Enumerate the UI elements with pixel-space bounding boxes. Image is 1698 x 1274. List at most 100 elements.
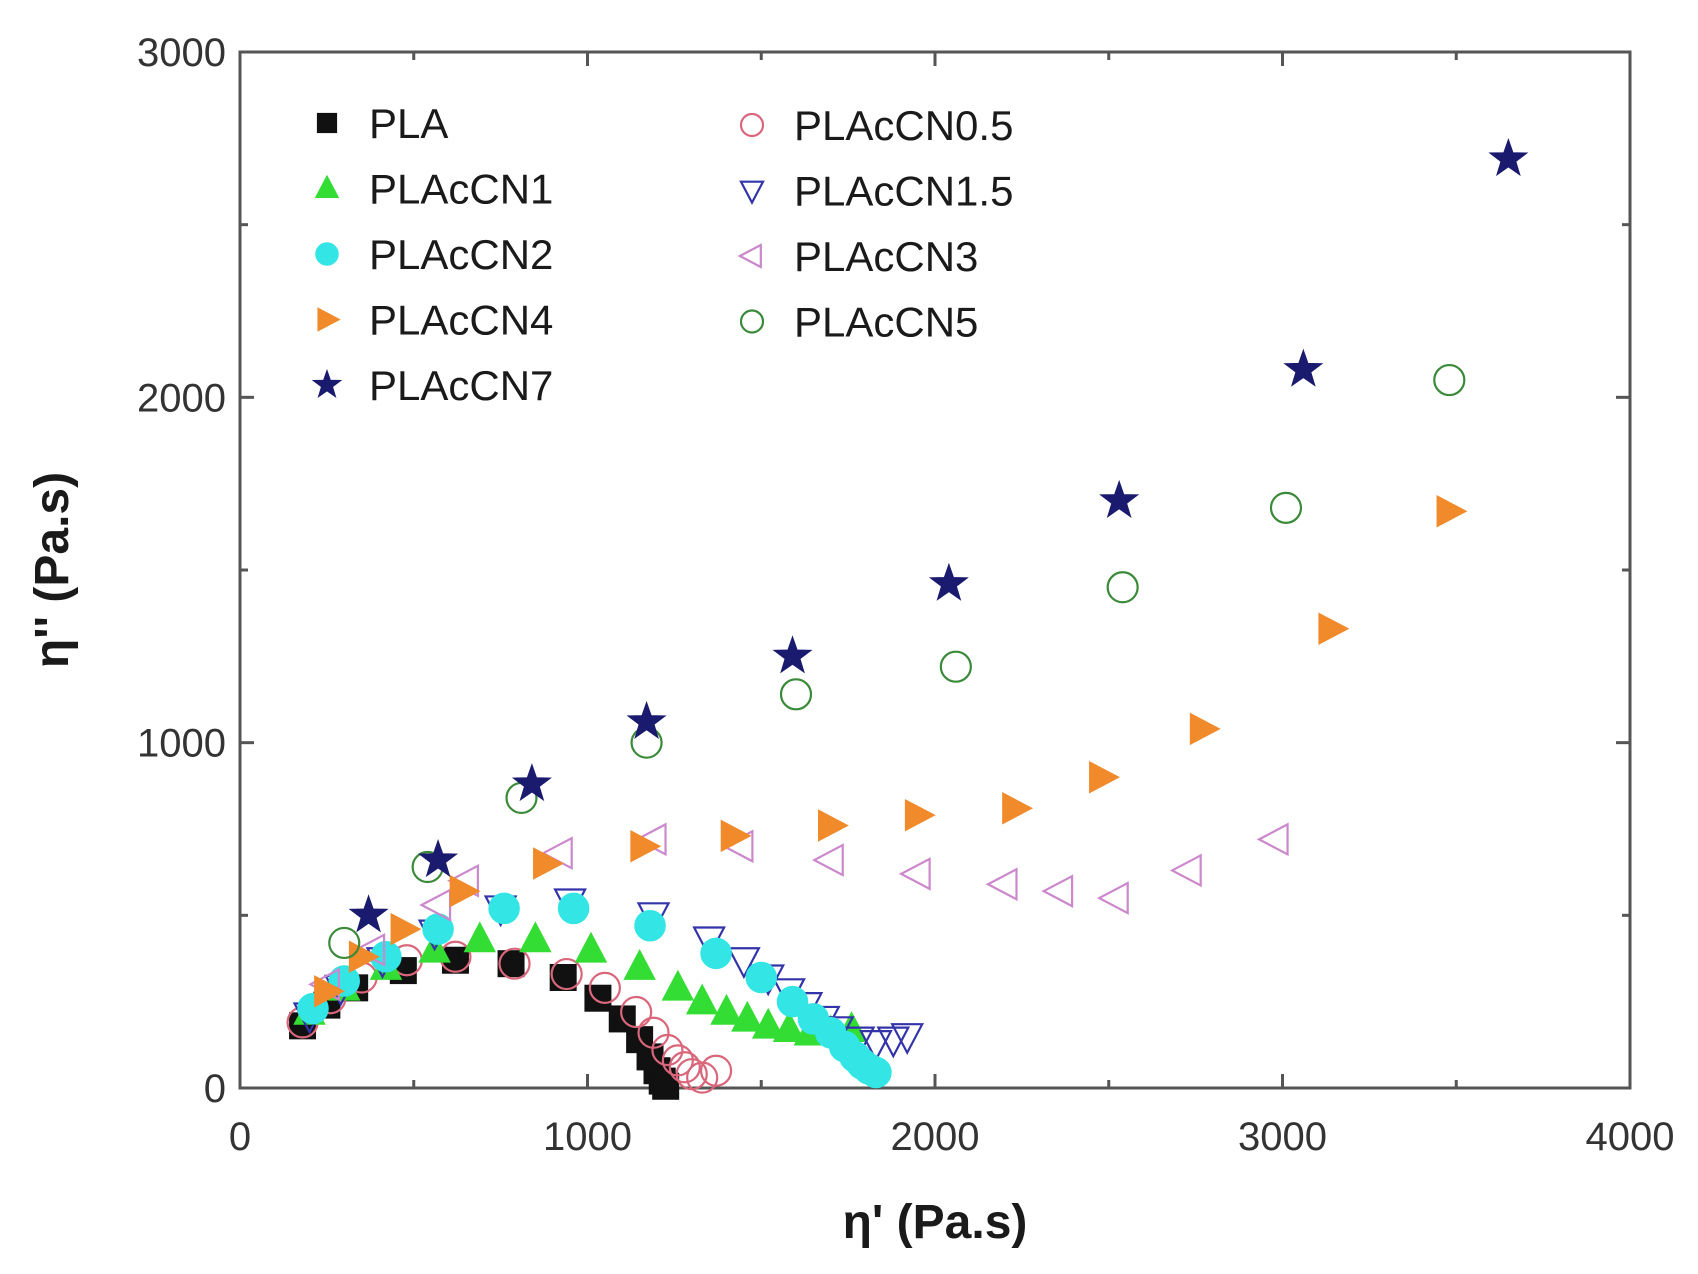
legend-marker	[317, 307, 341, 332]
legend-marker	[314, 174, 340, 199]
x-tick-label: 4000	[1586, 1115, 1675, 1159]
legend-item: PLAcCN2	[315, 231, 553, 278]
legend-label: PLAcCN4	[369, 297, 553, 344]
data-point	[1106, 571, 1139, 604]
legend: PLA PLAcCN1 PLAcCN2 PLAcCN4 PLAcCN7 PLAcCN0.5…	[311, 100, 1013, 409]
data-point	[661, 969, 695, 1001]
data-point	[860, 1056, 892, 1089]
legend-marker	[739, 180, 765, 205]
data-point	[699, 1054, 733, 1087]
data-point	[685, 983, 719, 1015]
legend-item: PLAcCN3	[737, 233, 978, 280]
data-point	[985, 867, 1018, 902]
data-point	[314, 975, 345, 1008]
data-point	[1096, 881, 1129, 915]
data-point	[939, 650, 972, 683]
series-placcn4	[314, 495, 1468, 1008]
data-point	[1436, 495, 1468, 528]
data-point	[651, 1033, 684, 1067]
data-point	[328, 926, 361, 960]
data-point	[1318, 612, 1350, 645]
legend-item: PLAcCN0.5	[739, 102, 1013, 149]
y-tick-label: 2000	[137, 376, 226, 420]
legend-label: PLAcCN3	[794, 233, 978, 280]
legend-label: PLAcCN1	[369, 166, 553, 213]
data-point	[668, 1051, 701, 1084]
y-tick-label: 0	[204, 1067, 226, 1111]
legend-item: PLAcCN1	[314, 166, 553, 213]
data-point	[928, 562, 969, 601]
data-point	[623, 949, 656, 980]
data-point	[533, 847, 564, 880]
data-point	[620, 995, 653, 1029]
legend-item: PLAcCN4	[317, 297, 553, 344]
x-axis-title: η' (Pa.s)	[843, 1196, 1028, 1249]
legend-label: PLAcCN7	[369, 362, 553, 409]
data-point	[1099, 479, 1140, 518]
data-point	[898, 857, 931, 891]
legend-marker	[316, 112, 338, 134]
axis-ticks	[238, 50, 1632, 1090]
data-point	[710, 993, 743, 1025]
data-point	[904, 798, 936, 832]
legend-marker	[739, 112, 765, 138]
data-point	[463, 921, 497, 953]
data-point	[1089, 760, 1120, 794]
legend-item: PLAcCN7	[311, 362, 553, 409]
data-point	[818, 809, 849, 842]
data-point	[348, 894, 389, 933]
legend-item: PLA	[316, 100, 448, 147]
data-point	[859, 1030, 893, 1062]
data-points	[286, 138, 1529, 1100]
data-point	[720, 819, 752, 853]
data-point	[779, 678, 813, 711]
data-point	[418, 839, 459, 878]
axis-tick-labels: 0 1000 2000 3000 4000 0 1000 2000 3000	[137, 31, 1674, 1159]
legend-marker	[311, 368, 343, 398]
y-axis-title: η'' (Pa.s)	[26, 472, 79, 668]
data-point	[549, 963, 577, 991]
data-point	[731, 1000, 764, 1032]
data-point	[745, 961, 777, 994]
data-point	[1189, 712, 1221, 746]
data-point	[772, 635, 813, 674]
legend-item: PLAcCN5	[739, 299, 978, 346]
legend-marker	[739, 309, 765, 334]
data-point	[588, 971, 621, 1004]
data-point	[519, 921, 552, 953]
series-placcn7	[348, 138, 1529, 933]
data-point	[751, 1007, 785, 1039]
data-point	[1169, 853, 1202, 888]
data-point	[772, 1011, 806, 1043]
data-point	[700, 937, 732, 970]
data-point	[1256, 822, 1289, 857]
data-point	[634, 909, 666, 942]
legend-marker	[315, 242, 339, 266]
x-tick-label: 3000	[1238, 1115, 1327, 1159]
data-point	[626, 700, 667, 739]
data-point	[1488, 138, 1529, 177]
data-point	[776, 985, 809, 1018]
data-point	[449, 874, 481, 908]
x-tick-label: 0	[229, 1115, 251, 1159]
legend-label: PLA	[369, 100, 448, 147]
data-point	[574, 931, 608, 963]
data-point	[1002, 792, 1034, 825]
data-point	[630, 830, 662, 863]
data-point	[550, 957, 583, 991]
legend-label: PLAcCN2	[369, 231, 553, 278]
data-point	[890, 1023, 925, 1056]
legend-item: PLAcCN1.5	[739, 168, 1013, 215]
data-point	[557, 892, 590, 925]
data-point	[1041, 874, 1074, 908]
data-point	[727, 947, 761, 980]
legend-label: PLAcCN1.5	[794, 168, 1013, 215]
legend-label: PLAcCN0.5	[794, 102, 1013, 149]
y-tick-label: 1000	[137, 722, 226, 766]
data-point	[811, 843, 844, 877]
data-point	[498, 947, 531, 980]
data-point	[511, 763, 552, 802]
x-tick-label: 1000	[543, 1115, 632, 1159]
legend-label: PLAcCN5	[794, 299, 978, 346]
